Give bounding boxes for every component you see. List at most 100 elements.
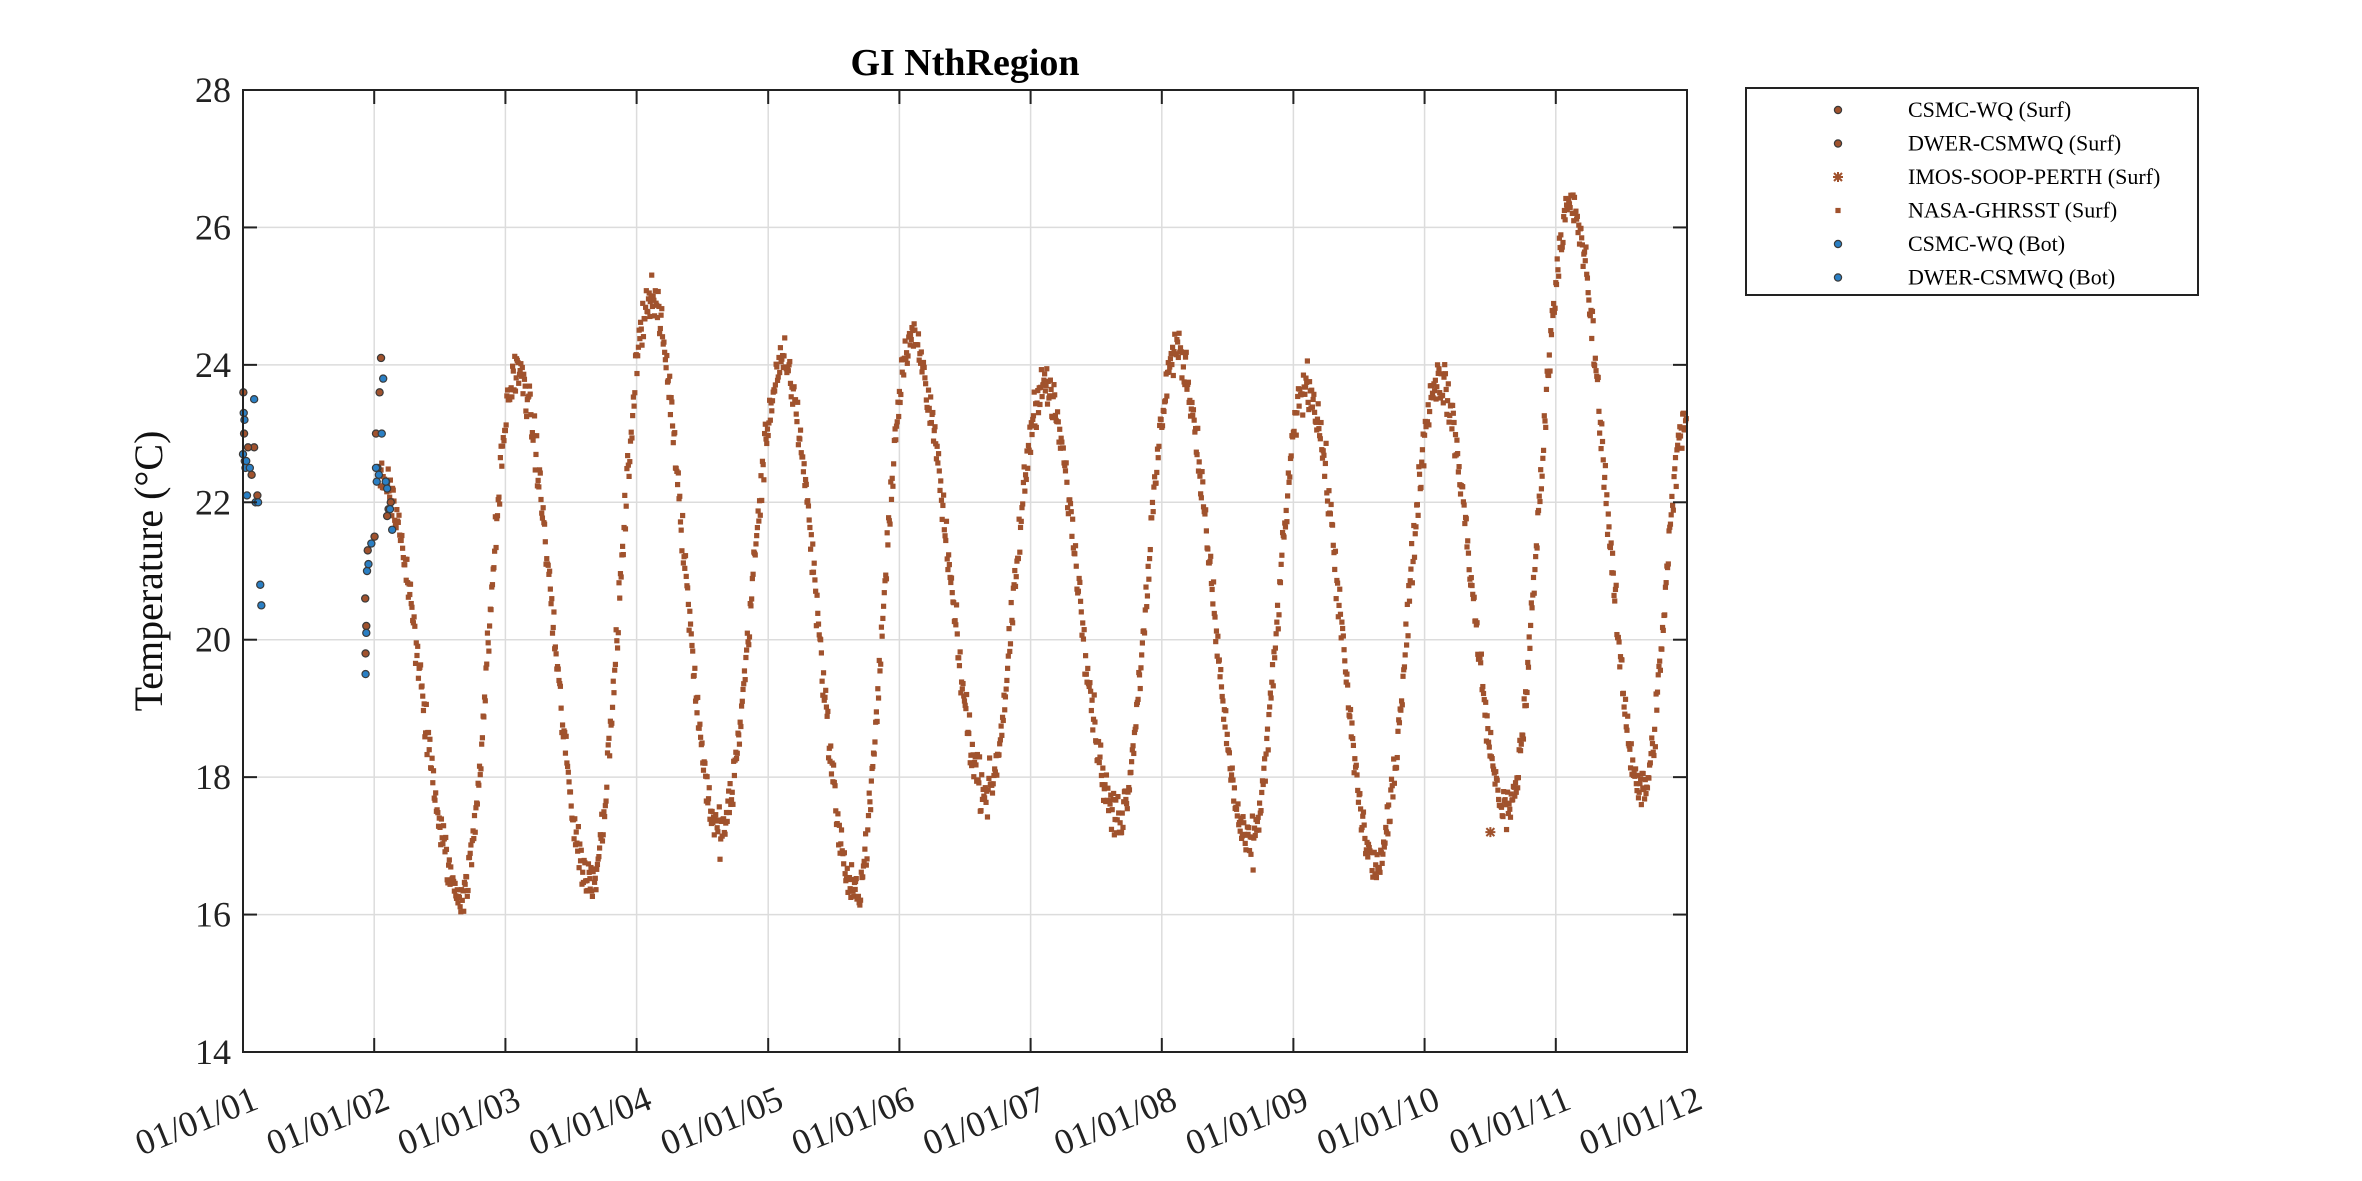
nasa-point (1432, 388, 1438, 394)
nasa-point (689, 642, 695, 649)
nasa-point (1680, 410, 1687, 416)
nasa-point (1073, 563, 1079, 569)
nasa-point (930, 409, 936, 416)
nasa-point (1311, 409, 1318, 415)
nasa-point (1521, 696, 1527, 702)
nasa-point (1363, 847, 1369, 853)
nasa-point (1223, 708, 1229, 714)
nasa-point (1538, 467, 1544, 473)
nasa-point (905, 353, 911, 359)
nasa-point (1217, 674, 1223, 680)
nasa-point (1069, 533, 1075, 539)
nasa-point (1028, 449, 1034, 455)
nasa-point (1268, 695, 1274, 701)
nasa-point (575, 824, 581, 830)
nasa-point (1100, 765, 1106, 771)
nasa-point (434, 807, 440, 813)
nasa-point (704, 774, 710, 780)
nasa-point (1365, 841, 1372, 847)
nasa-point (812, 577, 818, 583)
nasa-point (1177, 345, 1184, 351)
nasa-point (549, 630, 556, 636)
nasa-point (1256, 800, 1263, 806)
nasa-point (1373, 862, 1379, 868)
nasa-point (1614, 631, 1620, 638)
nasa-point (1351, 770, 1357, 776)
nasa-point (502, 428, 509, 434)
nasa-point (626, 473, 632, 479)
nasa-point (1098, 742, 1104, 748)
data-point (249, 395, 259, 404)
nasa-point (781, 353, 787, 359)
nasa-point (481, 694, 488, 700)
nasa-point (664, 352, 670, 359)
nasa-point (1219, 693, 1225, 700)
legend-label: DWER-CSMWQ (Bot) (1908, 265, 2115, 290)
nasa-point (1485, 726, 1491, 732)
nasa-point (1682, 425, 1688, 431)
nasa-point (1436, 366, 1442, 372)
nasa-point (1300, 412, 1306, 418)
nasa-point (494, 516, 500, 522)
nasa-point (1353, 762, 1359, 768)
nasa-point (1474, 620, 1480, 626)
nasa-point (999, 714, 1006, 720)
nasa-point (1412, 531, 1418, 537)
nasa-point (973, 762, 979, 768)
nasa-point (1243, 847, 1249, 853)
nasa-point (1057, 426, 1063, 432)
nasa-point (1426, 422, 1432, 428)
series-csmc-wq-surf (239, 353, 395, 658)
nasa-point (1158, 417, 1164, 423)
nasa-point (425, 729, 432, 736)
nasa-point (440, 841, 446, 847)
nasa-point (1264, 735, 1270, 742)
nasa-point (961, 698, 968, 704)
nasa-point (1662, 612, 1668, 618)
nasa-point (1194, 452, 1200, 458)
nasa-point (400, 545, 406, 551)
nasa-point (563, 733, 569, 739)
nasa-point (1300, 372, 1307, 378)
nasa-point (863, 831, 869, 837)
data-point (361, 594, 370, 603)
nasa-point (1350, 735, 1356, 742)
nasa-point (1302, 391, 1308, 397)
nasa-point (392, 517, 398, 523)
nasa-point (1252, 832, 1258, 839)
nasa-point (1008, 599, 1014, 606)
nasa-point (1435, 370, 1441, 376)
nasa-point (756, 518, 762, 524)
nasa-point (1150, 509, 1156, 515)
nasa-point (1037, 401, 1043, 408)
nasa-point (1442, 371, 1449, 377)
nasa-point (1167, 356, 1174, 362)
data-point (245, 463, 255, 473)
y-tick-label: 24 (195, 345, 231, 385)
nasa-point (500, 435, 506, 441)
nasa-point (1355, 799, 1362, 805)
nasa-point (1276, 612, 1282, 618)
nasa-point (420, 693, 426, 699)
nasa-point (966, 730, 972, 737)
nasa-point (634, 370, 640, 377)
nasa-point (590, 869, 596, 875)
nasa-point (497, 455, 503, 461)
nasa-point (737, 719, 743, 725)
nasa-point (593, 887, 599, 893)
nasa-point (779, 356, 785, 362)
nasa-point (534, 433, 540, 439)
nasa-point (946, 552, 952, 558)
nasa-point (937, 487, 943, 494)
nasa-point (1612, 586, 1619, 593)
nasa-point (1200, 479, 1206, 485)
nasa-point (1236, 819, 1243, 826)
nasa-point (923, 381, 929, 387)
nasa-point (1630, 757, 1636, 763)
nasa-point (1546, 372, 1552, 379)
nasa-point (423, 701, 429, 708)
nasa-point (719, 833, 725, 839)
nasa-point (1573, 208, 1579, 214)
nasa-point (399, 532, 405, 539)
nasa-point (1632, 773, 1638, 779)
